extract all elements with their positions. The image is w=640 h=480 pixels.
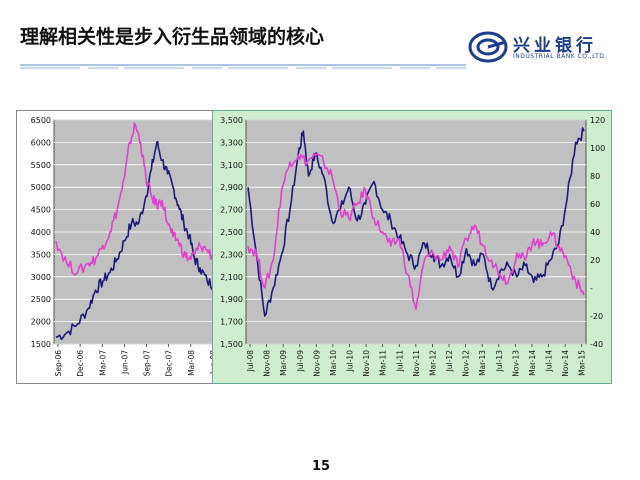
- y-tick-label: 2,500: [220, 228, 243, 237]
- y-tick-label: 3500: [31, 250, 51, 259]
- y2-tick-label: -40: [590, 340, 603, 349]
- x-tick-label: Jun-07: [120, 350, 129, 375]
- slide-title: 理解相关性是步入衍生品领域的核心: [20, 26, 325, 48]
- y2-tick-label: 120: [590, 116, 605, 125]
- y-tick-label: 3000: [31, 273, 51, 282]
- y-tick-label: 5500: [31, 161, 51, 170]
- y-tick-label: 3,300: [220, 138, 243, 147]
- series-line-2: [55, 122, 219, 276]
- x-tick-label: Jul-09: [296, 350, 305, 373]
- y-tick-label: 1,500: [220, 340, 243, 349]
- bank-logo-subtitle: INDUSTRIAL BANK CO.,LTD.: [513, 53, 607, 60]
- x-tick-label: Mar-09: [279, 350, 288, 376]
- x-tick-label: Sep-07: [143, 350, 152, 377]
- bank-logo-text: 兴业银行: [513, 36, 597, 56]
- y-tick-label: 2,300: [220, 250, 243, 259]
- x-tick-label: Jul-12: [445, 350, 454, 373]
- x-tick-label: Nov-13: [511, 350, 520, 377]
- x-tick-label: Mar-07: [98, 350, 107, 376]
- y2-tick-label: -20: [590, 312, 603, 321]
- chart-left: 1500 2000 2500 3000 3500 4000 4500 5000 5500 6000…: [16, 110, 226, 384]
- y2-tick-label: -: [590, 284, 593, 293]
- y-tick-label: 4500: [31, 206, 51, 215]
- y-tick-label: 2500: [31, 295, 51, 304]
- y-tick-label: 1500: [31, 340, 51, 349]
- x-tick-label: Mar-11: [379, 350, 388, 376]
- y-tick-label: 1,900: [220, 295, 243, 304]
- x-tick-label: Nov-11: [412, 350, 421, 377]
- series-line-1: [247, 127, 585, 317]
- x-tick-label: Nov-12: [462, 350, 471, 377]
- y-tick-label: 4000: [31, 228, 51, 237]
- y-tick-label: 6000: [31, 138, 51, 147]
- y2-tick-label: 80: [590, 172, 600, 181]
- x-tick-label: Mar-08: [187, 350, 196, 376]
- x-tick-label: Nov-09: [312, 350, 321, 377]
- x-tick-label: Nov-14: [561, 350, 570, 377]
- y-tick-label: 3,500: [220, 116, 243, 125]
- x-tick-label: Jul-14: [545, 350, 554, 373]
- series-line-2: [247, 152, 585, 310]
- title-rule: [20, 64, 466, 69]
- bank-logo-icon: [468, 31, 508, 63]
- chart-right: 1,500 1,700 1,900 2,100 2,300 2,500 2,700 2,900…: [212, 110, 612, 384]
- x-tick-label: Mar-15: [578, 350, 587, 376]
- y-tick-label: 2,900: [220, 183, 243, 192]
- x-tick-label: Jul-10: [346, 350, 355, 373]
- y-tick-label: 2,100: [220, 273, 243, 282]
- y2-tick-label: 20: [590, 256, 600, 265]
- x-tick-label: Jul-13: [495, 350, 504, 373]
- x-tick-label: Dec-06: [76, 350, 85, 377]
- y2-tick-label: 40: [590, 228, 600, 237]
- y-tick-label: 3,100: [220, 161, 243, 170]
- y-tick-label: 2000: [31, 318, 51, 327]
- x-tick-label: Mar-12: [428, 350, 437, 376]
- x-tick-label: Jul-08: [246, 350, 255, 373]
- y2-tick-label: 60: [590, 200, 600, 209]
- x-tick-label: Mar-13: [478, 350, 487, 376]
- page-number: 15: [312, 459, 331, 474]
- x-tick-label: Nov-10: [362, 350, 371, 377]
- bank-logo: 兴业银行 INDUSTRIAL BANK CO.,LTD.: [468, 30, 618, 66]
- y2-tick-label: 100: [590, 144, 605, 153]
- x-tick-label: Nov-08: [263, 350, 272, 377]
- x-tick-label: Sep-06: [54, 350, 63, 377]
- y-tick-label: 1,700: [220, 318, 243, 327]
- x-tick-label: Mar-10: [329, 350, 338, 376]
- x-tick-label: Jul-11: [395, 350, 404, 373]
- y-tick-label: 5000: [31, 183, 51, 192]
- x-tick-label: Dec-07: [165, 350, 174, 377]
- y-tick-label: 6500: [31, 116, 51, 125]
- x-tick-label: Mar-14: [528, 350, 537, 376]
- series-line-1: [55, 140, 219, 341]
- y-tick-label: 2,700: [220, 206, 243, 215]
